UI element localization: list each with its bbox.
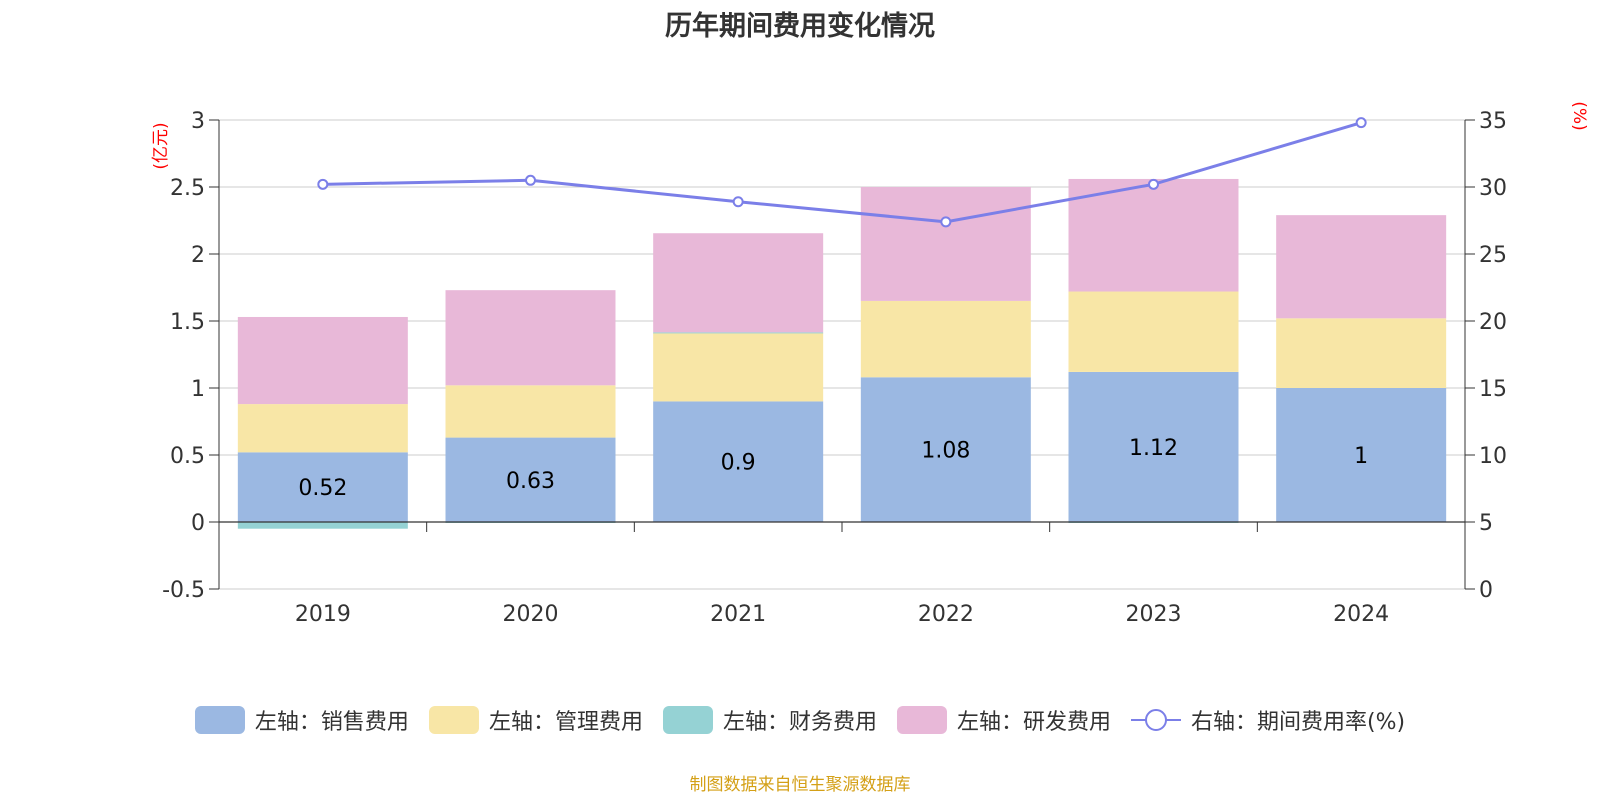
expense-rate-line (317, 117, 1367, 228)
left-tick-label: 2 (191, 243, 205, 268)
legend-label: 右轴：期间费用率(%) (1190, 710, 1406, 735)
right-tick-label: 15 (1479, 377, 1507, 402)
legend-swatch (194, 706, 245, 734)
rate-point (317, 178, 329, 190)
rate-line-path (322, 121, 1362, 224)
category-label: 2024 (1333, 602, 1389, 627)
category-label: 2020 (503, 602, 559, 627)
left-tick-label: 0.5 (170, 444, 205, 469)
bar-segment (860, 377, 1031, 522)
legend-item[interactable]: 左轴：财务费用 (662, 704, 877, 736)
legend-label: 左轴：销售费用 (254, 710, 409, 735)
left-tick-label: 2.5 (170, 176, 205, 201)
rate-point (525, 174, 536, 186)
legend: 左轴：销售费用 左轴：管理费用 左轴：财务费用 左轴：研发费用 右轴：期间费用率(%) (0, 704, 1600, 736)
legend-swatch (428, 706, 479, 734)
left-tick-label: 1.5 (170, 310, 205, 335)
bar-data-label: 0.52 (298, 476, 347, 501)
axes: 3 2.5 2 1.5 1 0.5 0 -0.5 35 30 25 20 15 10 5 0 (亿元) (%) 20… (151, 101, 1589, 627)
left-tick-label: 1 (191, 377, 205, 402)
bar-segment (653, 333, 824, 402)
right-tick-label: 35 (1479, 109, 1507, 134)
bar-data-label: 1.12 (1129, 436, 1178, 461)
bar-segment (1276, 388, 1447, 522)
bar-segment (1068, 178, 1239, 292)
legend-item[interactable]: 右轴：期间费用率(%) (1130, 704, 1406, 736)
bar-data-label: 1.08 (921, 439, 970, 464)
bar-segment (445, 385, 616, 438)
bar-segment (237, 522, 408, 529)
bar-segment (1068, 291, 1239, 372)
legend-item[interactable]: 左轴：研发费用 (896, 704, 1111, 736)
chart-plot: 0.52 0.63 0.9 1.08 1.12 1 3 2.5 2 1.5 1 0.5 0 -0.5 35… (151, 101, 1589, 627)
bar-segment (1276, 215, 1447, 319)
rate-point (1148, 178, 1159, 190)
legend-label: 左轴：管理费用 (488, 710, 643, 735)
bar-segment (237, 404, 408, 453)
rate-point (1355, 117, 1367, 129)
bar-segment (1068, 371, 1239, 522)
legend-label: 左轴：研发费用 (956, 710, 1111, 735)
chart-title: 历年期间费用变化情况 (665, 11, 935, 42)
legend-swatch (662, 706, 713, 734)
left-tick-label: -0.5 (162, 578, 205, 603)
bars (237, 178, 1447, 529)
legend-item[interactable]: 左轴：管理费用 (428, 704, 643, 736)
right-tick-label: 25 (1479, 243, 1507, 268)
bar-segment (653, 233, 824, 333)
legend-label: 左轴：财务费用 (722, 710, 877, 735)
legend-line-marker (1130, 709, 1181, 731)
legend-item[interactable]: 左轴：销售费用 (194, 704, 409, 736)
bar-segment (860, 187, 1031, 301)
right-tick-label: 20 (1479, 310, 1507, 335)
right-tick-label: 30 (1479, 176, 1507, 201)
left-axis-unit-label: (亿元) (151, 122, 171, 169)
rate-point (940, 216, 952, 228)
bar-segment (237, 316, 408, 405)
right-axis-unit-label: (%) (1569, 101, 1589, 130)
right-tick-label: 10 (1479, 444, 1507, 469)
bar-data-label: 0.63 (506, 469, 555, 494)
category-label: 2022 (918, 602, 974, 627)
right-tick-label: 0 (1479, 578, 1493, 603)
bar-segment (860, 300, 1031, 378)
legend-line-dot (1144, 709, 1167, 731)
category-label: 2019 (295, 602, 351, 627)
source-note: 制图数据来自恒生聚源数据库 (689, 775, 911, 795)
category-label: 2021 (710, 602, 766, 627)
bar-segment (653, 332, 824, 334)
category-label: 2023 (1126, 602, 1182, 627)
left-tick-label: 3 (191, 109, 205, 134)
legend-swatch (896, 706, 947, 734)
bar-data-label: 0.9 (721, 451, 756, 476)
rate-point (732, 196, 744, 208)
bar-segment (445, 290, 616, 386)
left-tick-label: 0 (191, 511, 205, 536)
bar-data-label: 1 (1354, 444, 1368, 469)
bar-segment (1276, 318, 1447, 388)
bar-segment (653, 401, 824, 522)
right-tick-label: 5 (1479, 511, 1493, 536)
bar-segment (445, 437, 616, 522)
bar-segment (237, 452, 408, 522)
bar-data-labels: 0.52 0.63 0.9 1.08 1.12 1 (298, 436, 1368, 501)
